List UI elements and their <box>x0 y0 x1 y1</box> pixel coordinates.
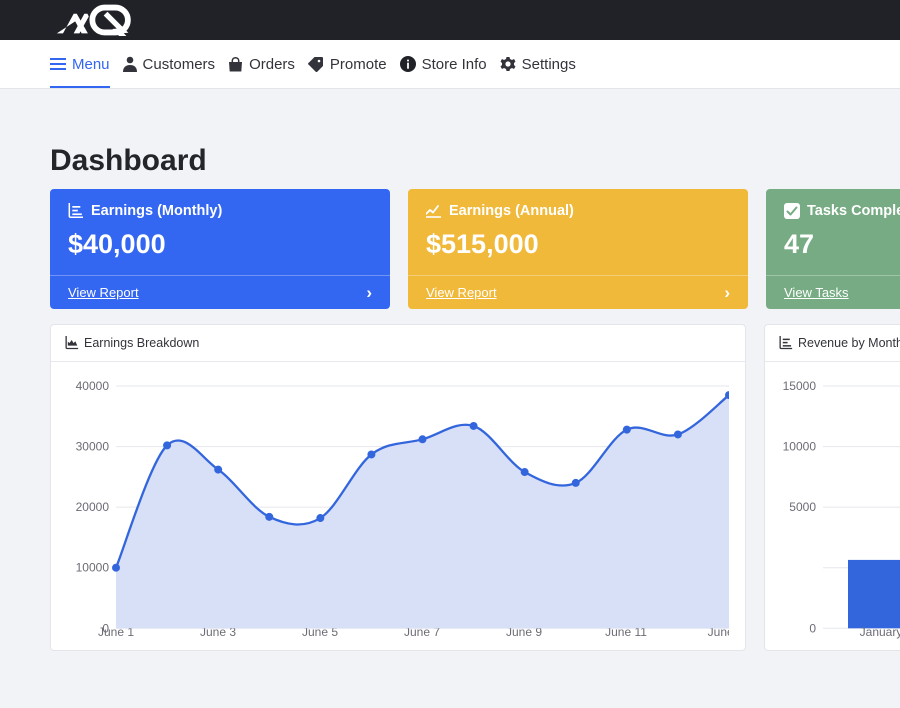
svg-text:5000: 5000 <box>789 500 816 514</box>
svg-text:10000: 10000 <box>76 561 110 575</box>
svg-text:30000: 30000 <box>76 440 110 454</box>
svg-text:15000: 15000 <box>783 379 816 393</box>
svg-text:10000: 10000 <box>783 440 816 454</box>
svg-text:20000: 20000 <box>76 500 110 514</box>
svg-text:0: 0 <box>809 621 816 635</box>
svg-text:40000: 40000 <box>76 379 110 393</box>
svg-text:January: January <box>860 625 900 639</box>
